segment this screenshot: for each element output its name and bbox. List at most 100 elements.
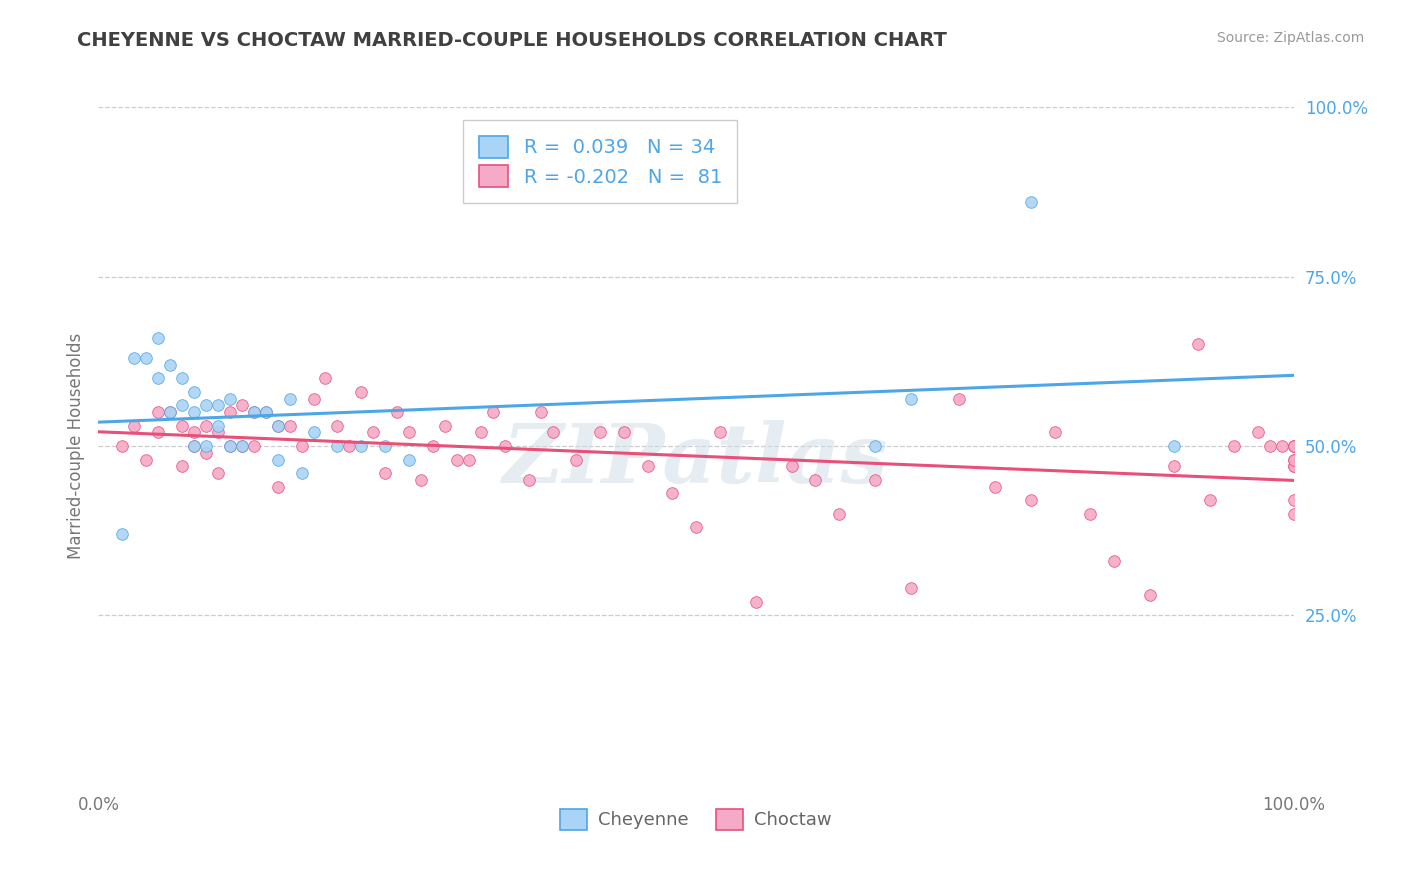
Point (709, 425, 731, 440)
Point (172, 459, 194, 474)
Point (458, 452, 481, 467)
Point (398, 425, 420, 440)
Point (159, 405, 181, 419)
Point (111, 439, 134, 453)
Point (1043, 425, 1066, 440)
Legend: Cheyenne, Choctaw: Cheyenne, Choctaw (553, 802, 839, 837)
Point (363, 425, 385, 440)
Point (124, 418, 146, 433)
Point (1019, 493, 1042, 508)
Point (254, 405, 277, 419)
Point (374, 466, 396, 480)
Point (661, 486, 683, 500)
Point (1282, 452, 1305, 467)
Point (172, 418, 194, 433)
Point (243, 405, 266, 419)
Point (183, 439, 205, 453)
Point (1282, 439, 1305, 453)
Point (135, 452, 157, 467)
Point (243, 405, 266, 419)
Point (219, 439, 242, 453)
Point (745, 595, 768, 609)
Point (1258, 439, 1281, 453)
Point (1104, 554, 1126, 568)
Point (1019, 194, 1042, 209)
Point (1187, 337, 1209, 351)
Point (530, 405, 553, 419)
Y-axis label: Married-couple Households: Married-couple Households (66, 333, 84, 559)
Point (1139, 588, 1161, 602)
Point (948, 392, 970, 406)
Point (135, 351, 157, 365)
Point (804, 473, 827, 487)
Point (195, 398, 218, 412)
Point (231, 439, 253, 453)
Point (183, 405, 205, 419)
Point (422, 439, 444, 453)
Point (446, 452, 468, 467)
Point (172, 398, 194, 412)
Point (481, 405, 505, 419)
Point (517, 473, 540, 487)
Point (231, 439, 253, 453)
Text: CHEYENNE VS CHOCTAW MARRIED-COUPLE HOUSEHOLDS CORRELATION CHART: CHEYENNE VS CHOCTAW MARRIED-COUPLE HOUSE… (77, 31, 948, 50)
Point (267, 480, 290, 494)
Point (302, 425, 325, 440)
Point (148, 330, 170, 344)
Point (685, 520, 707, 534)
Point (1080, 507, 1102, 521)
Point (302, 392, 325, 406)
Point (1223, 439, 1246, 453)
Point (1282, 507, 1305, 521)
Point (195, 418, 218, 433)
Point (219, 392, 242, 406)
Point (780, 459, 803, 474)
Point (434, 418, 457, 433)
Point (124, 351, 146, 365)
Point (494, 439, 516, 453)
Point (183, 384, 205, 399)
Point (243, 439, 266, 453)
Point (1271, 439, 1294, 453)
Point (326, 439, 349, 453)
Point (148, 425, 170, 440)
Point (1282, 459, 1305, 474)
Point (470, 425, 492, 440)
Point (315, 371, 337, 385)
Point (398, 452, 420, 467)
Point (865, 473, 887, 487)
Point (195, 439, 218, 453)
Point (231, 398, 253, 412)
Point (1282, 439, 1305, 453)
Point (291, 439, 314, 453)
Point (111, 527, 134, 541)
Point (1163, 459, 1185, 474)
Point (172, 371, 194, 385)
Point (828, 507, 851, 521)
Point (207, 466, 229, 480)
Point (254, 405, 277, 419)
Point (267, 418, 290, 433)
Point (984, 480, 1007, 494)
Point (1282, 452, 1305, 467)
Point (1199, 493, 1222, 508)
Text: ZIPatlas: ZIPatlas (503, 419, 889, 500)
Point (278, 392, 301, 406)
Point (374, 439, 396, 453)
Point (900, 392, 922, 406)
Point (207, 398, 229, 412)
Point (565, 452, 588, 467)
Point (589, 425, 612, 440)
Point (183, 425, 205, 440)
Point (159, 405, 181, 419)
Point (219, 405, 242, 419)
Point (148, 405, 170, 419)
Point (267, 418, 290, 433)
Point (1282, 439, 1305, 453)
Point (637, 459, 659, 474)
Point (1282, 459, 1305, 474)
Point (207, 418, 229, 433)
Point (291, 466, 314, 480)
Point (900, 582, 922, 596)
Point (541, 425, 564, 440)
